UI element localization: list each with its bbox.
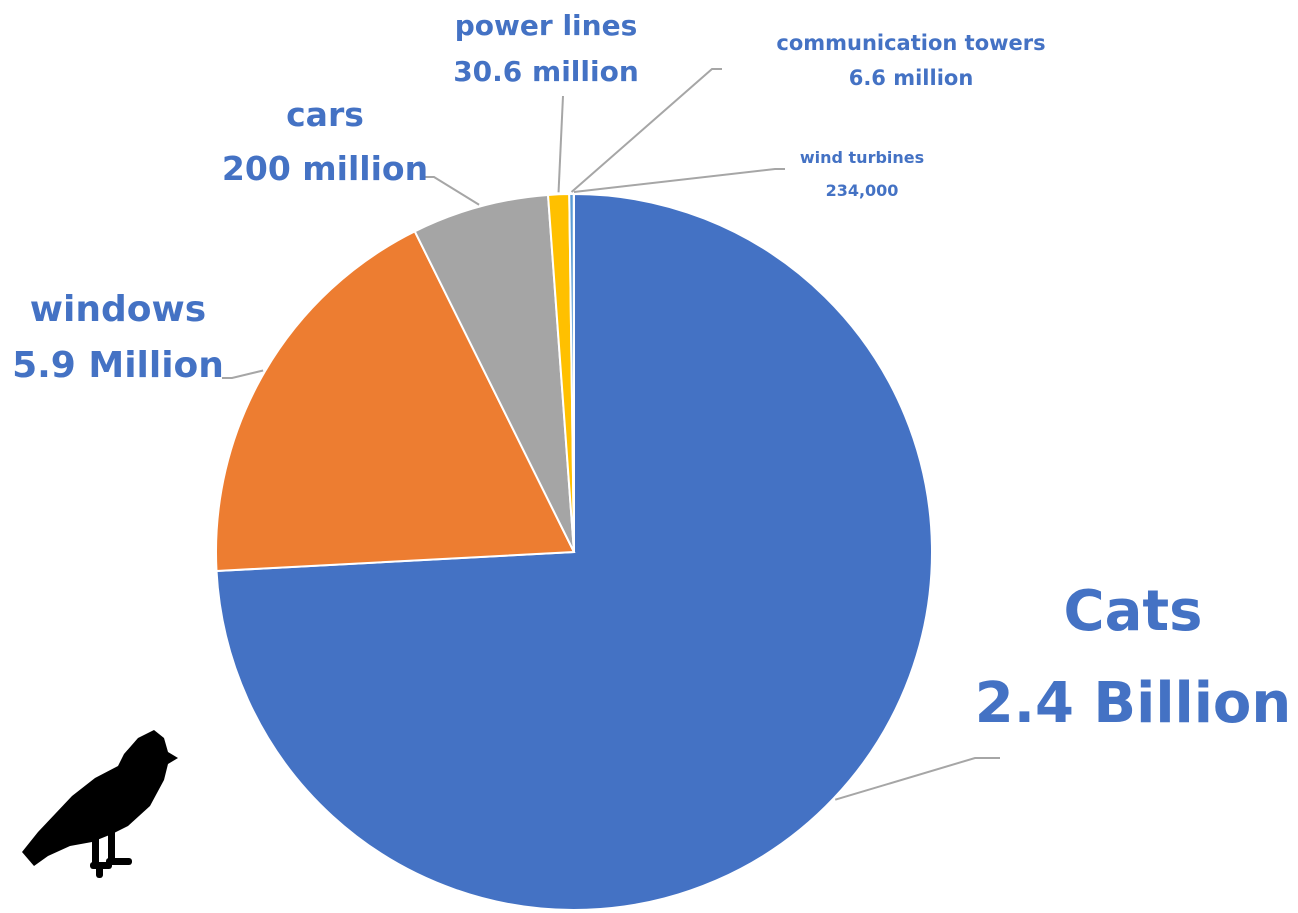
leader-line-windows — [222, 369, 264, 379]
leader-line-wind-turbines — [573, 168, 785, 193]
label-communication-towers: communication towers 6.6 million — [776, 31, 1045, 90]
pie-slice-cars — [413, 193, 575, 553]
label-windows: windows 5.9 Million — [12, 289, 224, 386]
label-cars: cars 200 million — [222, 95, 428, 188]
label-communication-towers-name: communication towers — [776, 31, 1045, 55]
leader-lines — [222, 68, 1000, 801]
label-wind-turbines-name: wind turbines — [800, 148, 924, 167]
label-cars-value: 200 million — [222, 149, 428, 188]
leader-line-power-lines — [557, 95, 564, 193]
label-communication-towers-value: 6.6 million — [849, 66, 974, 90]
label-windows-name: windows — [30, 289, 206, 330]
leader-line-communication-towers — [570, 68, 722, 193]
pie-slices — [215, 192, 933, 911]
leader-line-cars — [424, 176, 480, 206]
label-power-lines-value: 30.6 million — [453, 55, 639, 88]
label-cats: Cats 2.4 Billion — [975, 579, 1292, 736]
label-cats-name: Cats — [1064, 579, 1203, 644]
label-wind-turbines-value: 234,000 — [826, 181, 899, 200]
pie-slice-windows — [215, 230, 576, 573]
label-power-lines-name: power lines — [455, 9, 637, 42]
bird-silhouette-icon — [22, 730, 178, 878]
label-power-lines: power lines 30.6 million — [453, 9, 639, 88]
label-wind-turbines: wind turbines 234,000 — [800, 148, 924, 200]
leader-line-cats — [834, 757, 1000, 801]
label-windows-value: 5.9 Million — [12, 345, 224, 386]
label-cats-value: 2.4 Billion — [975, 671, 1292, 736]
label-cars-name: cars — [286, 95, 364, 134]
